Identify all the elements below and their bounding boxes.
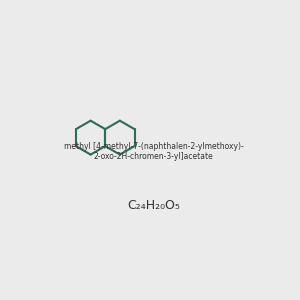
Text: methyl [4-methyl-7-(naphthalen-2-ylmethoxy)-
2-oxo-2H-chromen-3-yl]acetate: methyl [4-methyl-7-(naphthalen-2-ylmetho… bbox=[64, 142, 244, 161]
Text: C₂₄H₂₀O₅: C₂₄H₂₀O₅ bbox=[127, 199, 180, 212]
